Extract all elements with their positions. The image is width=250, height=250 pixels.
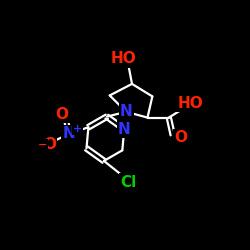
Text: +: + <box>73 124 83 134</box>
Text: O: O <box>43 137 56 152</box>
Text: N: N <box>118 122 130 137</box>
Text: O: O <box>56 107 69 122</box>
Text: Cl: Cl <box>120 174 136 190</box>
Text: −: − <box>38 140 47 149</box>
Text: O: O <box>174 130 187 145</box>
Text: N: N <box>120 104 132 119</box>
Text: N: N <box>63 126 76 142</box>
Text: HO: HO <box>110 52 136 66</box>
Text: HO: HO <box>177 96 203 111</box>
